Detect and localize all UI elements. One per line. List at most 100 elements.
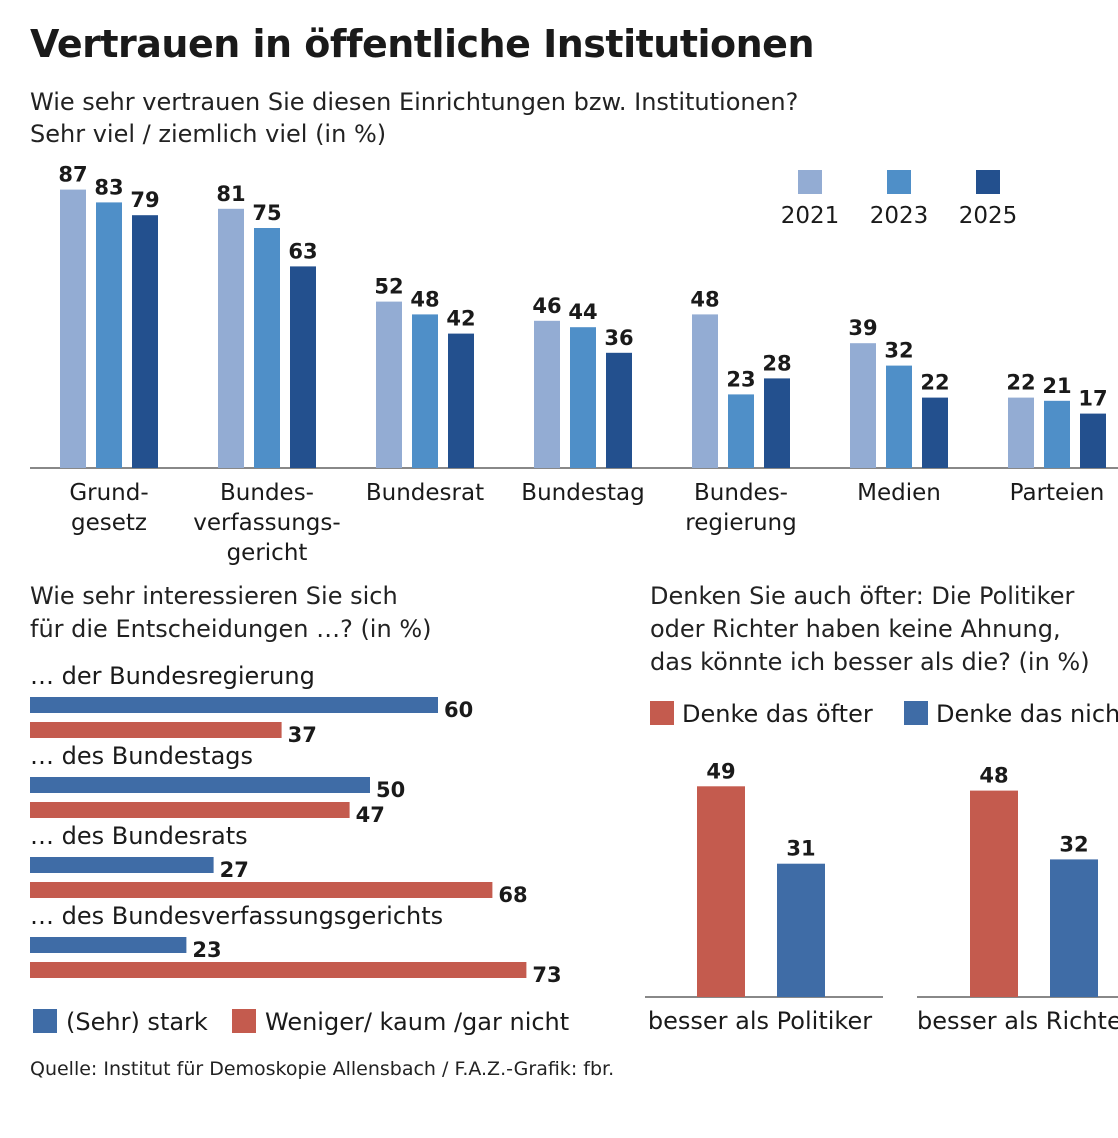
bar-1-0	[777, 863, 825, 997]
better-subtitle-line2: oder Richter haben keine Ahnung,	[650, 615, 1061, 643]
bar-2023-0	[96, 202, 122, 468]
category-label: verfassungs-	[193, 510, 340, 536]
better-subtitle-line3: das könnte ich besser als die? (in %)	[650, 648, 1090, 676]
data-label: 48	[979, 764, 1008, 788]
bar-2021-1	[218, 208, 244, 469]
bar-2021-6	[1008, 397, 1034, 468]
category-label: Bundestag	[521, 480, 644, 506]
category-label: Bundes-	[694, 480, 788, 506]
bar-2023-5	[886, 365, 912, 468]
category-label: Bundesrat	[366, 480, 484, 506]
better-than-chart: Denken Sie auch öfter: Die Politiker oder…	[645, 582, 1118, 1035]
data-label: 36	[604, 326, 633, 350]
hbar-1-1	[30, 802, 350, 818]
interest-subtitle-line2: für die Entscheidungen …? (in %)	[30, 615, 431, 643]
legend-swatch-2025	[976, 170, 1000, 194]
hbar-0-1	[30, 777, 370, 793]
bar-2025-2	[448, 333, 474, 468]
data-label: 17	[1078, 387, 1107, 411]
category-label: … des Bundesrats	[30, 822, 248, 850]
legend-label-2023: 2023	[870, 203, 929, 229]
interest-subtitle-line1: Wie sehr interessieren Sie sich	[30, 582, 398, 610]
better-subtitle-line1: Denken Sie auch öfter: Die Politiker	[650, 582, 1074, 610]
bar-2023-4	[728, 394, 754, 468]
legend-swatch-2023	[887, 170, 911, 194]
category-label: Bundes-	[220, 480, 314, 506]
bar-2025-6	[1080, 413, 1106, 468]
hbar-0-2	[30, 857, 214, 873]
data-label: 31	[786, 837, 815, 861]
chart-subtitle-line1: Wie sehr vertrauen Sie diesen Einrichtun…	[30, 88, 799, 116]
legend-swatch-weniger	[232, 1009, 256, 1033]
bar-2021-5	[850, 343, 876, 468]
chart-title: Vertrauen in öffentliche Institutionen	[30, 22, 815, 66]
data-label: 32	[884, 339, 913, 363]
data-label: 37	[288, 723, 317, 747]
category-label: Grund-	[69, 480, 148, 506]
bar-2025-0	[132, 215, 158, 468]
data-label: 23	[726, 367, 755, 391]
data-label: 22	[1006, 371, 1035, 395]
legend-label-2025: 2025	[959, 203, 1018, 229]
data-label: 23	[192, 938, 221, 962]
data-label: 75	[252, 201, 281, 225]
legend-swatch-stark	[33, 1009, 57, 1033]
hbar-0-3	[30, 937, 187, 953]
data-label: 79	[130, 188, 159, 212]
hbar-1-0	[30, 722, 282, 738]
data-label: 39	[848, 316, 877, 340]
legend-label-weniger: Weniger/ kaum /gar nicht	[265, 1008, 569, 1036]
legend-swatch-oefter	[650, 701, 674, 725]
data-label: 27	[220, 858, 249, 882]
bar-0-0	[697, 786, 745, 997]
bar-2023-1	[254, 228, 280, 468]
data-label: 63	[288, 239, 317, 263]
chart-subtitle-line2: Sehr viel / ziemlich viel (in %)	[30, 120, 387, 148]
hbar-1-2	[30, 882, 493, 898]
category-label: Medien	[857, 480, 941, 506]
hbar-1-3	[30, 962, 527, 978]
data-label: 42	[446, 307, 475, 331]
data-label: 73	[532, 963, 561, 987]
data-label: 48	[690, 287, 719, 311]
source-note: Quelle: Institut für Demoskopie Allensba…	[30, 1058, 615, 1080]
bar-2025-4	[764, 378, 790, 468]
category-label: gesetz	[71, 510, 147, 536]
category-label: Parteien	[1010, 480, 1105, 506]
category-label: besser als Politiker	[648, 1007, 872, 1035]
bar-2025-3	[606, 352, 632, 468]
trust-bar-chart: 87 83 79 Grund-gesetz 81 75 63 Bundes-verfassun…	[30, 163, 1118, 566]
legend-label-nicht: Denke das nicht	[936, 700, 1118, 728]
bar-0-1	[970, 790, 1018, 997]
category-label: gericht	[227, 540, 308, 566]
bar-2021-3	[534, 320, 560, 468]
data-label: 68	[498, 883, 527, 907]
data-label: 48	[410, 287, 439, 311]
bar-2021-2	[376, 301, 402, 468]
bar-2023-6	[1044, 400, 1070, 468]
bar-2021-0	[60, 189, 86, 468]
hbar-0-0	[30, 697, 438, 713]
legend-swatch-nicht	[904, 701, 928, 725]
data-label: 87	[58, 163, 87, 187]
legend-label-2021: 2021	[781, 203, 840, 229]
category-label: regierung	[685, 510, 796, 536]
data-label: 47	[356, 803, 385, 827]
data-label: 81	[216, 182, 245, 206]
data-label: 83	[94, 175, 123, 199]
data-label: 22	[920, 371, 949, 395]
legend-swatch-2021	[798, 170, 822, 194]
bar-1-1	[1050, 859, 1098, 997]
interest-bar-chart: Wie sehr interessieren Sie sich für die E…	[30, 582, 569, 1036]
category-label: … der Bundesregierung	[30, 662, 315, 690]
data-label: 60	[444, 698, 473, 722]
data-label: 52	[374, 275, 403, 299]
data-label: 44	[568, 300, 597, 324]
data-label: 28	[762, 351, 791, 375]
data-label: 46	[532, 294, 561, 318]
legend-label-oefter: Denke das öfter	[682, 700, 873, 728]
bar-2023-2	[412, 314, 438, 468]
data-label: 50	[376, 778, 405, 802]
legend-label-stark: (Sehr) stark	[66, 1008, 208, 1036]
category-label: … des Bundesverfassungsgerichts	[30, 902, 443, 930]
